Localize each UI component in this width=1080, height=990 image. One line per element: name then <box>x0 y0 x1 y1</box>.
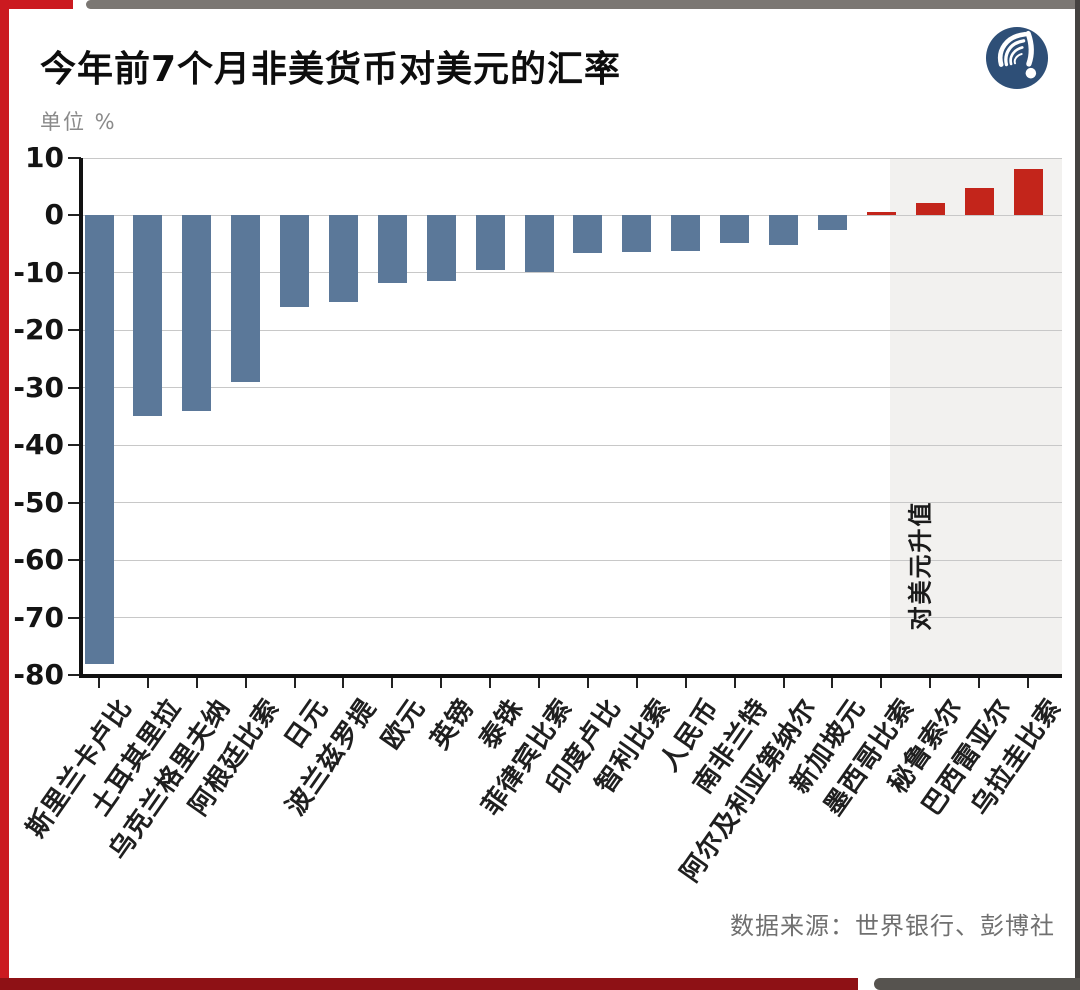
x-axis-tick <box>1027 677 1029 688</box>
y-axis-tick <box>68 501 81 504</box>
y-axis-tick <box>68 616 81 619</box>
bar <box>769 215 799 246</box>
x-axis-tick <box>342 677 345 688</box>
x-axis-tick <box>684 677 687 688</box>
y-axis-tick <box>68 157 81 159</box>
y-tick-label: -70 <box>13 600 64 634</box>
y-gridline <box>82 214 1062 216</box>
y-axis-tick <box>68 386 81 389</box>
y-axis-tick <box>68 271 81 274</box>
y-axis-tick <box>68 444 81 447</box>
y-tick-label: -30 <box>13 370 64 404</box>
bar <box>280 215 310 308</box>
bar <box>720 215 750 243</box>
bar <box>622 215 652 252</box>
bar <box>133 215 163 417</box>
x-axis-tick <box>782 677 785 688</box>
frame-bottom-gray-bar <box>874 978 1080 990</box>
bar <box>328 215 358 302</box>
x-axis-tick <box>440 677 443 688</box>
bar <box>182 215 212 411</box>
frame-right-bar <box>1075 0 1080 990</box>
y-gridline <box>82 559 1062 561</box>
bar <box>231 215 261 383</box>
x-axis-tick <box>293 677 296 688</box>
bar <box>377 215 407 284</box>
bar <box>671 215 701 252</box>
y-gridline <box>82 387 1062 389</box>
y-gridline <box>82 157 1062 159</box>
y-gridline <box>82 329 1062 331</box>
y-tick-label: -80 <box>13 658 64 691</box>
y-tick-label: -40 <box>13 428 64 462</box>
bar <box>426 215 456 281</box>
x-axis-tick <box>244 677 247 688</box>
bar <box>84 215 114 664</box>
bar <box>915 203 945 216</box>
bar <box>1013 168 1043 216</box>
appreciation-region <box>890 158 1062 675</box>
frame-bottom-red-bar <box>0 978 858 990</box>
y-gridline <box>82 502 1062 504</box>
bar <box>524 215 554 272</box>
x-axis-tick <box>195 677 198 688</box>
bar <box>964 188 994 216</box>
data-source: 数据来源：世界银行、彭博社 <box>730 912 1055 940</box>
x-axis-tick <box>489 677 492 688</box>
bar <box>866 211 896 216</box>
y-tick-label: -20 <box>13 313 64 347</box>
y-tick-label: -60 <box>13 543 64 577</box>
frame-top-red-bar <box>0 0 73 9</box>
bar <box>573 215 603 253</box>
y-gridline <box>82 444 1062 446</box>
y-axis-tick <box>68 559 81 562</box>
page-title: 今年前7个月非美货币对美元的汇率 <box>40 49 622 90</box>
y-tick-label: 0 <box>44 198 64 232</box>
y-tick-label: -50 <box>13 485 64 519</box>
y-tick-label: -10 <box>13 255 64 289</box>
x-axis-tick <box>880 677 883 688</box>
x-axis-tick <box>929 677 932 688</box>
x-axis-line <box>79 674 1062 678</box>
y-gridline <box>82 272 1062 274</box>
x-axis-tick <box>391 677 394 688</box>
y-axis-tick <box>68 214 81 217</box>
bar <box>817 215 847 230</box>
x-axis-tick <box>538 677 541 688</box>
frame-top-gray-bar <box>86 0 1080 9</box>
x-axis-tick <box>98 677 100 688</box>
x-tick-label: 乌拉圭比索 <box>778 690 1067 821</box>
unit-label: 单位 % <box>40 110 117 134</box>
y-gridline <box>82 617 1062 619</box>
y-tick-label: 10 <box>25 141 64 174</box>
x-axis-tick <box>635 677 638 688</box>
x-axis-tick <box>146 677 149 688</box>
bar <box>475 215 505 270</box>
appreciation-label: 对美元升值 <box>906 500 935 630</box>
y-axis-line <box>79 158 83 678</box>
y-axis-tick <box>68 329 81 332</box>
wave-exclamation-logo-icon <box>984 25 1050 91</box>
y-axis-tick <box>68 674 81 676</box>
frame-left-bar <box>0 0 9 990</box>
x-axis-tick <box>978 677 981 688</box>
x-axis-tick <box>586 677 589 688</box>
x-axis-tick <box>733 677 736 688</box>
x-axis-tick <box>831 677 834 688</box>
